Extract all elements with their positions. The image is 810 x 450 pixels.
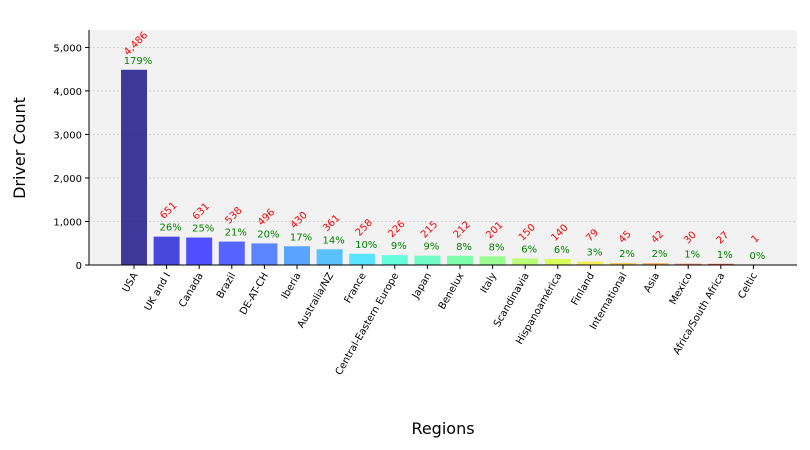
bar (675, 263, 702, 265)
bars (121, 69, 767, 265)
x-tick-label: UK and I (143, 271, 174, 313)
bar (447, 255, 473, 265)
bar (251, 243, 278, 265)
bar (153, 236, 180, 265)
x-tick-label: Australia/NZ (296, 271, 337, 330)
x-tick-label: USA (121, 271, 141, 295)
x-tick-label: Japan (410, 271, 434, 302)
bar (544, 258, 571, 265)
percent-label: 8% (456, 242, 472, 253)
percent-label: 3% (586, 248, 602, 259)
percent-labels: 179% 26% 25% 21% 20% 17% 14% 10% 9% 9% 8% 8% 6% 6% 3% 2… (124, 56, 766, 262)
bar (284, 246, 310, 265)
percent-label: 21% (225, 228, 247, 239)
percent-label: 10% (355, 240, 377, 251)
y-axis-ticks: 0 1,000 2,000 3,000 4,000 5,000 (53, 43, 89, 272)
x-tick-label: Canada (177, 271, 206, 309)
percent-label: 6% (554, 245, 570, 256)
y-axis-title: Driver Count (10, 97, 29, 199)
percent-label: 9% (423, 242, 439, 253)
y-tick-label: 2,000 (53, 174, 82, 185)
x-tick-label: Finland (570, 271, 597, 307)
bar (479, 256, 506, 265)
y-tick-label: 0 (76, 261, 82, 272)
percent-label: 8% (489, 242, 505, 253)
plot-background (89, 30, 797, 265)
y-tick-label: 4,000 (53, 87, 82, 98)
x-tick-label: Asia (642, 271, 662, 295)
bar (218, 241, 245, 265)
percent-label: 179% (124, 56, 153, 67)
bar (316, 249, 343, 265)
bar (186, 237, 213, 265)
bar (610, 263, 636, 265)
percent-label: 9% (391, 241, 407, 252)
grid-lines (89, 47, 797, 222)
percent-label: 1% (684, 250, 700, 261)
bar (577, 261, 604, 265)
x-tick-label: Mexico (668, 271, 695, 307)
x-axis-ticks: USA UK and I Canada Brazil DE-AT-CH IberiaAus… (121, 265, 760, 377)
bar (349, 253, 376, 265)
percent-label: 17% (290, 232, 312, 243)
x-tick-label: Central-Eastern Europe (334, 271, 402, 377)
x-tick-label: France (343, 271, 369, 305)
x-tick-label: Brazil (215, 271, 238, 301)
y-tick-label: 5,000 (53, 43, 82, 54)
x-tick-label: Celtic (736, 271, 760, 301)
percent-label: 25% (192, 224, 214, 235)
percent-label: 2% (619, 249, 635, 260)
percent-label: 6% (521, 244, 537, 255)
bar (642, 263, 669, 265)
y-tick-label: 3,000 (53, 130, 82, 141)
x-tick-label: Benelux (437, 271, 467, 312)
percent-label: 1% (717, 250, 733, 261)
percent-label: 20% (257, 229, 279, 240)
percent-label: 0% (749, 251, 765, 262)
percent-label: 14% (322, 235, 344, 246)
y-tick-label: 1,000 (53, 217, 82, 228)
bar (121, 69, 147, 265)
bar (381, 255, 408, 265)
x-tick-label: Italy (479, 271, 499, 295)
bar (414, 255, 441, 265)
percent-label: 26% (159, 223, 181, 234)
percent-label: 2% (652, 249, 668, 260)
x-axis-title: Regions (411, 419, 474, 438)
x-tick-label: DE-AT-CH (238, 271, 271, 317)
bar (512, 258, 539, 265)
bar (707, 263, 734, 265)
x-tick-label: Iberia (280, 271, 304, 301)
